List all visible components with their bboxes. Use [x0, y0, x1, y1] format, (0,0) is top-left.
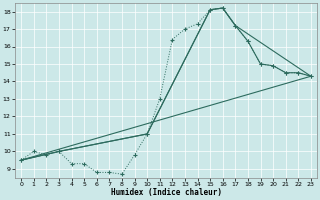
X-axis label: Humidex (Indice chaleur): Humidex (Indice chaleur)	[110, 188, 221, 197]
